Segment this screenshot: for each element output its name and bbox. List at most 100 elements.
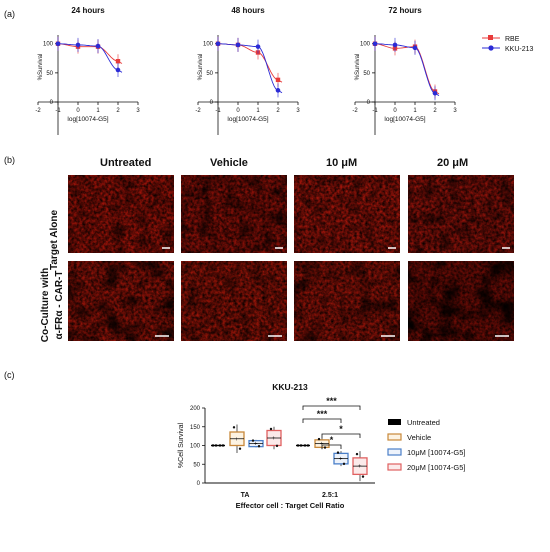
- y-tick-label: 100: [360, 42, 371, 48]
- significance-label: ***: [317, 409, 328, 419]
- legend-vehicle-swatch: [387, 433, 402, 441]
- micrograph-untreated-target: [68, 175, 174, 253]
- y-tick-label: 0: [50, 100, 54, 106]
- x-tick-label: 1: [256, 108, 260, 114]
- chart-title: 72 hours: [388, 6, 422, 15]
- survival-chart-72h: 72 hours-2 -1 0 1 2 3050100log[10074-G5]%Surv…: [352, 6, 457, 135]
- y-tick-label: 100: [43, 42, 54, 48]
- significance-bracket: [321, 433, 361, 438]
- data-point: [306, 444, 310, 447]
- data-point-kku: [432, 90, 438, 96]
- x-tick-label: -2: [352, 108, 358, 114]
- data-point: [323, 446, 327, 449]
- legend-c: Untreated Vehicle 10μM [10074-G5] 20μM […: [387, 418, 466, 472]
- x-tick-label: 0: [236, 108, 240, 114]
- micrograph-10um-target: [294, 175, 400, 253]
- micrograph-vehicle-coculture: [181, 261, 287, 341]
- significance-bracket: [302, 418, 342, 423]
- x-tick-label: -2: [35, 108, 41, 114]
- micrograph-untreated-coculture: [68, 261, 174, 341]
- row-label-target-alone: Target Alone: [49, 210, 60, 270]
- column-header-10um: 10 μM: [326, 157, 357, 169]
- data-point: [303, 444, 307, 447]
- row-label-coculture-1: Co-Culture with: [40, 268, 51, 342]
- micrograph-20um-target: [408, 175, 514, 253]
- data-point: [275, 444, 279, 448]
- data-point: [214, 444, 218, 447]
- row-label-coculture-2: α-FRα - CAR-T: [54, 271, 65, 340]
- data-point: [232, 426, 236, 429]
- series-line-KKU-213: [57, 43, 123, 73]
- data-point: [361, 475, 365, 478]
- y-axis-label: %Survival: [38, 54, 44, 81]
- y-tick-label: 50: [193, 462, 200, 468]
- y-tick-label: 50: [363, 71, 370, 77]
- panel-label-b: (b): [4, 155, 15, 165]
- series-line-RBE: [374, 43, 440, 95]
- data-point-kku: [275, 88, 281, 93]
- y-tick-label: 200: [190, 406, 201, 412]
- mean-marker: +: [358, 464, 362, 470]
- data-point: [269, 427, 273, 431]
- x-category-label: TA: [241, 492, 250, 499]
- y-tick-label: 50: [46, 71, 53, 77]
- x-tick-label: -1: [372, 108, 378, 114]
- data-point-kku: [215, 41, 221, 47]
- significance-bracket: [321, 444, 342, 449]
- data-point: [211, 444, 215, 447]
- micrograph-vehicle-target: [181, 175, 287, 253]
- survival-chart-48h: 48 hours-2 -1 0 1 2 3050100log[10074-G5]%Surv…: [195, 6, 300, 135]
- x-tick-label: 1: [413, 108, 417, 114]
- chart-title: KKU-213: [272, 382, 308, 392]
- data-point: [355, 452, 359, 456]
- mean-marker: +: [254, 442, 258, 448]
- x-axis-label: log[10074-G5]: [384, 116, 425, 123]
- data-point: [238, 447, 242, 450]
- panel-label-a: (a): [4, 9, 15, 19]
- x-tick-label: 2: [276, 108, 280, 114]
- data-point: [257, 445, 261, 448]
- x-tick-label: 0: [393, 108, 397, 114]
- x-tick-label: 2: [433, 108, 437, 114]
- data-point: [299, 444, 303, 447]
- x-category-label: 2.5:1: [322, 492, 338, 499]
- data-point: [296, 444, 300, 447]
- data-point-kku: [255, 44, 261, 49]
- x-tick-label: 1: [96, 108, 100, 114]
- chart-title: 48 hours: [231, 6, 265, 15]
- y-axis-label: %Cell Survival: [178, 422, 185, 468]
- x-tick-label: -1: [215, 108, 221, 114]
- mean-marker: +: [272, 436, 276, 442]
- data-point-rbe: [275, 77, 281, 83]
- legend-vehicle-label: Vehicle: [407, 433, 431, 442]
- series-line-KKU-213: [374, 43, 440, 96]
- legend-20um-label: 20μM [10074-G5]: [407, 463, 466, 472]
- legend-10um-label: 10μM [10074-G5]: [407, 448, 466, 457]
- y-tick-label: 50: [206, 71, 213, 77]
- legend-untreated-swatch: [388, 419, 401, 425]
- data-point: [251, 439, 255, 442]
- significance-bracket: [302, 405, 361, 410]
- x-tick-label: -2: [195, 108, 201, 114]
- data-point-kku: [55, 41, 61, 47]
- data-point-kku: [412, 45, 418, 51]
- legend-20um-swatch: [387, 463, 402, 471]
- cell-survival-boxplot: KKU-213 0 50 100 150 200 %Cell Survival TA 2.5:1…: [178, 382, 375, 510]
- x-tick-label: 3: [296, 108, 300, 114]
- x-tick-label: 3: [136, 108, 140, 114]
- x-tick-label: -1: [55, 108, 61, 114]
- data-point-kku: [115, 67, 121, 73]
- significance-label: ***: [326, 396, 337, 406]
- y-axis-label: %Survival: [198, 54, 204, 81]
- legend-kku-label: KKU-213: [505, 46, 534, 53]
- legend-10um-swatch: [387, 448, 402, 456]
- y-tick-label: 0: [197, 481, 201, 487]
- y-tick-label: 0: [367, 100, 371, 106]
- legend-rbe-label: RBE: [505, 36, 520, 43]
- data-point: [317, 437, 321, 441]
- data-point-kku: [95, 43, 101, 49]
- mean-marker: +: [235, 437, 239, 443]
- data-point-kku: [75, 42, 81, 48]
- series-line-RBE: [217, 43, 283, 83]
